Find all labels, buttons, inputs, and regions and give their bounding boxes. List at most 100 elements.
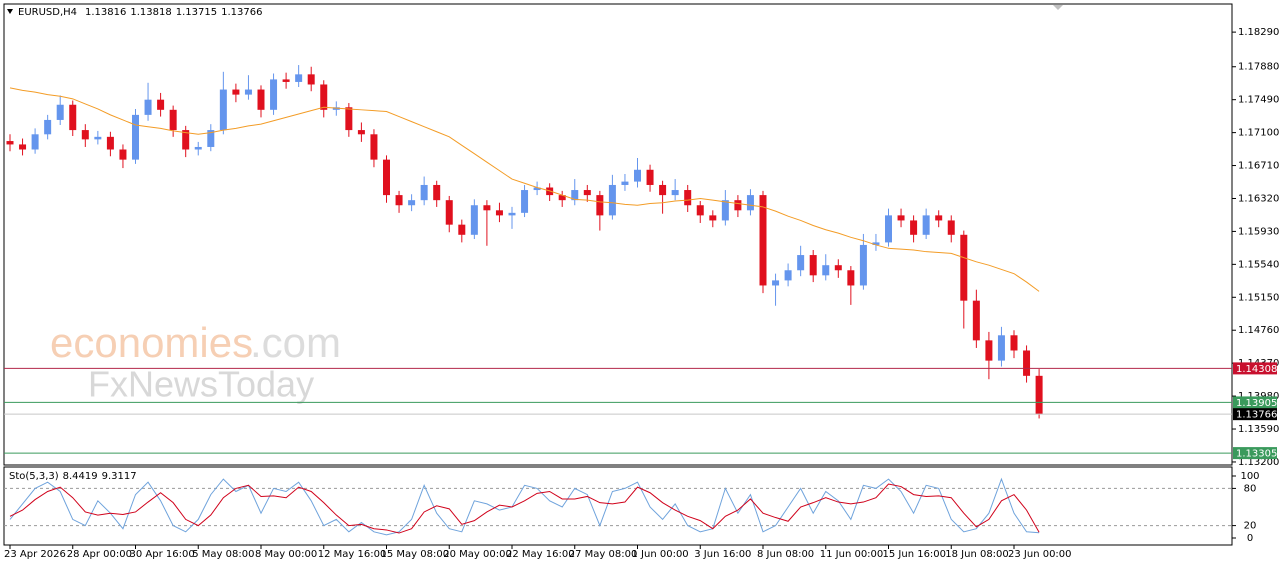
candle-body <box>1035 375 1043 415</box>
candle-body <box>383 159 390 196</box>
candle-body <box>470 205 478 235</box>
candle-body <box>809 255 817 276</box>
candle-body <box>119 149 127 160</box>
x-tick-label: 11 Jun 00:00 <box>820 549 884 560</box>
watermark-text: FxNewsToday <box>88 364 314 405</box>
candle-body <box>307 74 315 85</box>
x-tick-label: 23 Apr 2026 <box>4 549 66 560</box>
candle-body <box>56 104 64 120</box>
candle-body <box>1010 335 1018 351</box>
candle-body <box>370 134 378 160</box>
candle-body <box>508 212 516 216</box>
candle-body <box>44 119 52 135</box>
candle-body <box>1023 350 1031 376</box>
stochastic-main-value: 8.4419 <box>63 471 98 482</box>
y-tick-label: 1.13590 <box>1238 424 1279 435</box>
price-label: 1.13766 <box>1236 410 1277 421</box>
candle-body <box>759 195 767 286</box>
candle-body <box>182 130 190 150</box>
candle-body <box>847 270 855 286</box>
candle-body <box>157 99 165 110</box>
symbol-header: EURUSD,H4 1.13816 1.13818 1.13715 1.13766 <box>18 7 262 18</box>
x-tick-label: 12 May 16:00 <box>318 549 387 560</box>
candle-body <box>947 220 955 235</box>
y-tick-label: 20 <box>1244 521 1257 532</box>
candle-body <box>106 136 114 150</box>
candle-body <box>897 215 905 221</box>
price-label-box <box>1233 408 1277 421</box>
header-open: 1.13816 <box>85 7 126 18</box>
candle-body <box>935 215 943 221</box>
stochastic-panel <box>3 466 1233 546</box>
candle-body <box>910 220 918 235</box>
candle-body <box>822 265 830 276</box>
candle-body <box>169 109 177 131</box>
candle-body <box>872 242 880 245</box>
x-tick-label: 5 May 08:00 <box>192 549 254 560</box>
candle-body <box>621 181 629 185</box>
y-tick-label: 1.18290 <box>1238 27 1279 38</box>
x-tick-label: 15 May 08:00 <box>381 549 450 560</box>
candle-body <box>960 234 968 301</box>
shift-marker <box>1053 5 1063 10</box>
x-tick-label: 30 Apr 16:00 <box>130 549 195 560</box>
y-tick-label: 80 <box>1244 483 1257 494</box>
stochastic-line <box>9 483 1040 534</box>
candle-body <box>772 280 780 286</box>
candle-body <box>458 224 466 235</box>
candle-body <box>408 200 416 206</box>
candle-body <box>659 184 667 196</box>
candle-body <box>571 190 579 201</box>
header-low: 1.13715 <box>176 7 217 18</box>
candle-body <box>922 215 930 235</box>
main-panel <box>3 3 1233 466</box>
candle-body <box>646 169 654 185</box>
candle-body <box>483 205 491 211</box>
y-tick-label: 1.17100 <box>1238 128 1279 139</box>
candle-body <box>521 190 529 213</box>
symbol: EURUSD,H4 <box>18 7 77 18</box>
x-tick-label: 23 Jun 00:00 <box>1008 549 1072 560</box>
candle-body <box>320 84 328 110</box>
candle-body <box>734 200 742 211</box>
candle-body <box>194 146 202 150</box>
collapse-icon[interactable] <box>7 9 13 14</box>
candle-body <box>144 99 152 115</box>
candle-body <box>207 130 215 147</box>
y-tick-label: 1.15150 <box>1238 292 1279 303</box>
price-label: 1.13905 <box>1236 398 1277 409</box>
candle-body <box>608 184 616 216</box>
price-label-box <box>1233 396 1277 409</box>
y-tick-label: 1.17880 <box>1238 62 1279 73</box>
candle-body <box>997 335 1005 361</box>
header-close: 1.13766 <box>221 7 262 18</box>
candle-body <box>232 89 240 95</box>
candle-body <box>671 190 679 196</box>
candle-body <box>94 136 102 140</box>
candle-body <box>132 114 139 160</box>
candle-body <box>495 210 503 216</box>
x-tick-label: 20 May 00:00 <box>443 549 512 560</box>
candle-body <box>244 89 252 95</box>
candle-body <box>784 270 792 281</box>
candle-body <box>583 190 591 196</box>
candle-body <box>257 89 265 110</box>
candle-body <box>345 107 353 131</box>
x-tick-label: 8 May 00:00 <box>255 549 317 560</box>
candle-body <box>558 195 566 201</box>
candle-body <box>357 130 365 135</box>
y-tick-label: 1.16320 <box>1238 193 1279 204</box>
candle-body <box>709 215 717 221</box>
candle-body <box>859 244 867 286</box>
y-tick-label: 1.17490 <box>1238 95 1279 106</box>
candle-body <box>19 144 27 150</box>
y-tick-label: 100 <box>1240 471 1259 482</box>
candle-body <box>721 200 729 221</box>
price-label: 1.13305 <box>1236 449 1277 460</box>
x-tick-label: 3 Jun 16:00 <box>694 549 751 560</box>
price-label-box <box>1233 447 1277 460</box>
candle-body <box>31 134 39 150</box>
stochastic-header: Sto(5,3,3) 8.4419 9.3117 <box>9 471 137 482</box>
x-tick-label: 28 Apr 00:00 <box>67 549 132 560</box>
